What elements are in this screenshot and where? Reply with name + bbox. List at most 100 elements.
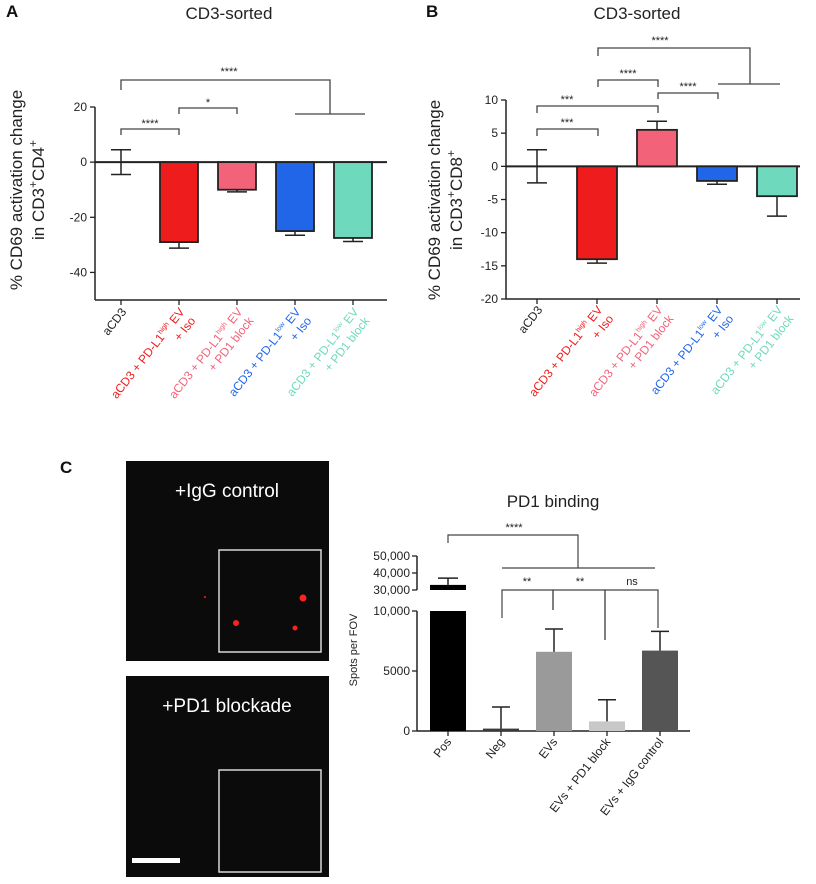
significance-label: ****	[505, 522, 523, 534]
bracket-line	[120, 79, 365, 115]
micrographs: +IgG control +PD1 blockade	[126, 461, 329, 877]
y-tick-label: 5000	[383, 664, 410, 678]
panel-c-chart: PD1 binding Spots per FOV 30,000 40,000 50…	[348, 492, 690, 818]
panel-b-letter: B	[426, 2, 438, 21]
significance-label: ****	[679, 81, 697, 93]
red-spot	[233, 620, 239, 626]
bar	[159, 161, 199, 243]
x-category-label: EVs	[536, 735, 561, 761]
bracket-line	[120, 128, 180, 135]
bar	[636, 128, 678, 168]
panel-c-title: PD1 binding	[507, 492, 600, 511]
y-tick-label: -20	[481, 292, 499, 306]
red-spot	[299, 594, 307, 602]
y-tick-label: -15	[481, 259, 499, 273]
y-tick-label: -40	[70, 265, 88, 279]
panel-b-chart: CD3-sorted % CD69 activation change in C…	[425, 4, 800, 399]
significance-label: **	[523, 576, 532, 588]
bar	[217, 161, 257, 191]
micrograph-bottom-label: +PD1 blockade	[162, 696, 291, 717]
y-tick-label: 10	[485, 93, 499, 107]
red-spot	[204, 596, 206, 598]
significance-bracket: **	[501, 576, 554, 618]
significance-bracket: ****	[597, 35, 780, 85]
significance-bracket: ****	[597, 68, 659, 87]
y-tick-label: 0	[80, 155, 87, 169]
label-part: aCD3	[515, 303, 545, 336]
bar	[483, 728, 519, 731]
significance-label: *	[206, 97, 211, 109]
significance-label: ****	[619, 68, 637, 80]
significance-label: ****	[651, 35, 669, 47]
panel-a-letter: A	[6, 2, 18, 21]
label-part: aCD3	[99, 305, 129, 338]
significance-bracket: ****	[447, 522, 655, 569]
bar	[696, 165, 738, 182]
significance-label: **	[576, 576, 585, 588]
y-tick-label: -10	[481, 226, 499, 240]
significance-bracket: **	[552, 576, 606, 640]
x-category-label: aCD3	[99, 305, 129, 338]
bar-upper-segment	[430, 584, 466, 590]
bar	[333, 161, 373, 239]
bracket-line	[657, 92, 719, 99]
panel-a-chart: CD3-sorted % CD69 activation change in C…	[7, 4, 387, 401]
y-tick-label: 30,000	[373, 583, 410, 597]
significance-label: ****	[141, 118, 159, 130]
micrograph-pd1-blockade	[126, 676, 329, 877]
panel-b-title: CD3-sorted	[594, 4, 681, 23]
panel-b-ylabel-line2: in CD3+CD8+	[444, 150, 466, 250]
micrograph-bottom-inset-box	[218, 769, 322, 873]
bar	[589, 721, 625, 731]
significance-label: ns	[626, 576, 638, 588]
significance-bracket: ns	[604, 576, 659, 640]
bar	[536, 651, 572, 731]
panel-c-letter: C	[60, 458, 72, 477]
red-spot	[292, 625, 298, 631]
label-part: aCD3 + PD-L1	[526, 329, 585, 400]
bracket-line	[536, 105, 659, 113]
significance-label: ***	[561, 117, 575, 129]
panel-c-ylabel: Spots per FOV	[348, 613, 360, 686]
significance-label: ***	[561, 94, 575, 106]
bracket-line	[604, 589, 659, 640]
bar	[756, 165, 798, 198]
y-tick-label: 40,000	[373, 566, 410, 580]
bracket-line	[447, 534, 655, 569]
micrograph-top-inset-box	[218, 549, 322, 653]
scale-bar	[132, 858, 180, 863]
significance-bracket: ****	[120, 118, 180, 135]
bracket-line	[501, 589, 554, 618]
y-tick-label: 20	[74, 100, 88, 114]
bar	[576, 165, 618, 261]
bar	[642, 650, 678, 731]
panel-b-ylabel-line1: % CD69 activation change	[425, 100, 444, 300]
panel-a-title: CD3-sorted	[186, 4, 273, 23]
y-tick-label: -20	[70, 210, 88, 224]
bar	[275, 161, 315, 232]
y-tick-label: -5	[487, 193, 498, 207]
significance-bracket: ****	[120, 66, 365, 115]
significance-bracket: *	[178, 97, 238, 114]
y-tick-label: 10,000	[373, 604, 410, 618]
significance-label: ****	[220, 66, 238, 78]
y-tick-label: 5	[491, 126, 498, 140]
panel-a-ylabel-line2: in CD3+CD4+	[26, 140, 48, 240]
significance-bracket: ***	[536, 94, 659, 113]
x-category-label: Neg	[483, 735, 508, 761]
label-part: aCD3 + PD-L1	[108, 331, 167, 402]
significance-bracket: ****	[657, 81, 719, 99]
x-category-label: Pos	[431, 735, 455, 760]
bar-lower-segment	[430, 611, 466, 731]
y-tick-label: 0	[491, 159, 498, 173]
bracket-line	[597, 47, 780, 85]
panel-a-ylabel-line1: % CD69 activation change	[7, 90, 26, 290]
micrograph-top-label: +IgG control	[175, 481, 279, 502]
bracket-line	[536, 128, 599, 136]
y-tick-label: 50,000	[373, 549, 410, 563]
bracket-line	[552, 589, 606, 640]
bracket-line	[178, 107, 238, 114]
y-tick-label: 0	[403, 724, 410, 738]
bracket-line	[597, 79, 659, 87]
